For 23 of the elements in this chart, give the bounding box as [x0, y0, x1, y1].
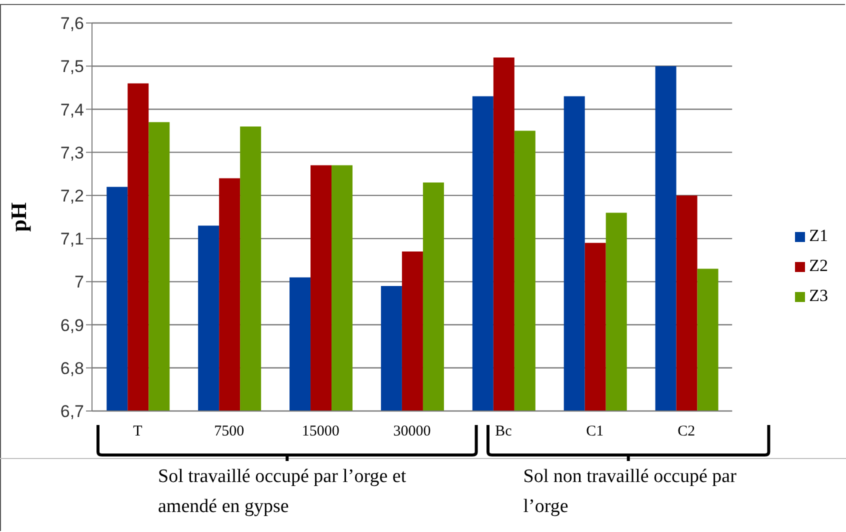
x-tick-label: T	[133, 424, 142, 440]
y-tick-label: 7,4	[60, 100, 84, 120]
legend-label: Z3	[809, 286, 828, 305]
x-tick-label: Bc	[495, 424, 512, 440]
y-tick-label: 7,6	[60, 14, 84, 34]
y-tick-label: 6,7	[60, 402, 84, 422]
text: Sol travaillé occupé par l’orge et amendé en gypse	[158, 465, 408, 519]
y-tick-label: 7,2	[60, 186, 84, 206]
text: Sol non travaillé occupé par l’orge	[523, 465, 738, 519]
y-tick-label: 7	[74, 272, 84, 292]
y-axis-title: pH	[6, 202, 31, 232]
x-tick-label: 7500	[214, 424, 244, 440]
y-tick-label: 7,1	[60, 230, 84, 249]
y-tick-label: 6,8	[60, 358, 84, 378]
x-tick-label: C2	[678, 424, 696, 440]
legend-label: Z2	[809, 256, 828, 275]
legend-label: Z1	[809, 226, 828, 245]
x-tick-label: 15000	[302, 424, 340, 440]
y-tick-label: 7,5	[60, 57, 84, 76]
x-tick-label: 30000	[393, 424, 431, 440]
y-tick-label: 7,3	[60, 143, 84, 162]
x-tick-label: C1	[586, 424, 604, 440]
y-tick-label: 6,9	[60, 316, 84, 335]
